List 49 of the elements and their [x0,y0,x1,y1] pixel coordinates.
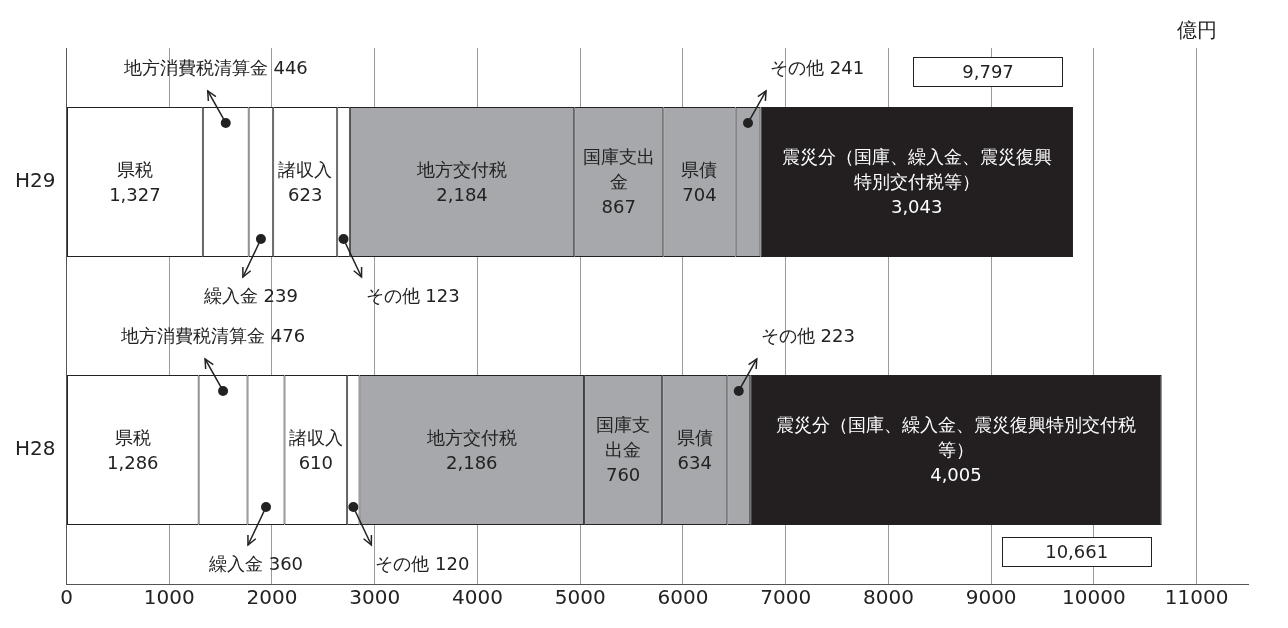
data-label: 623 [287,183,324,207]
series-label: 国庫支出金 [581,145,656,195]
text: その他 241 [770,56,865,78]
series-label: 諸収入 [288,426,343,450]
y-tick-label: H29 [14,168,56,193]
data-label: 2,184 [435,183,489,207]
sum-label-box: 10,661 [1001,537,1152,568]
data-label: 3,043 [889,195,944,220]
text: 地方消費税清算金 446 [123,56,308,78]
text: 国庫支出金 [596,414,651,461]
series-label: 県債 [676,426,713,450]
x-tick-label: 1000 [143,585,195,610]
x-axis-title: 億円 [1176,18,1217,43]
text: 諸収入 [278,158,333,180]
text: 県債 [681,158,718,180]
data-label: 4,005 [929,463,983,488]
data-label: 610 [297,451,334,475]
text: 地方消費税清算金 476 [121,324,306,346]
data-label: 704 [681,183,718,207]
text: その他 223 [760,324,855,346]
data-label: 634 [676,451,713,475]
text: その他 120 [375,552,470,574]
x-tick-label: 9000 [965,585,1017,610]
x-tick-label: 3000 [349,585,401,610]
data-label: 2,186 [445,451,499,475]
data-label: 1,286 [107,451,159,475]
y-tick-label: H28 [14,436,56,461]
series-label: 震災分（国庫、繰入金、震災復興特別交付税等） [780,145,1053,195]
text: 県税 [116,158,153,180]
x-tick-label: 10000 [1062,585,1126,610]
text: その他 123 [365,284,460,306]
text: 地方交付税 [426,426,517,448]
x-tick-label: 5000 [554,585,606,610]
x-tick-label: 4000 [452,585,503,610]
x-tick-label: 8000 [862,585,914,610]
x-tick-label: 2000 [246,585,298,610]
text: 繰入金 360 [208,552,304,574]
data-label: 867 [600,195,637,220]
x-tick-label: 11000 [1164,585,1229,610]
text: 震災分（国庫、繰入金、震災復興特別交付税等） [775,414,1136,461]
series-label: 地方交付税 [417,158,508,182]
sum-label-box: 9,797 [913,56,1064,87]
series-label: 県税 [113,426,152,450]
x-tick-label: 6000 [657,585,709,610]
x-tick-label: 7000 [760,585,812,610]
data-label: 1,327 [109,183,161,207]
x-tick-label: 0 [60,585,73,610]
text: 繰入金 239 [203,284,298,306]
data-label: 760 [604,463,642,488]
